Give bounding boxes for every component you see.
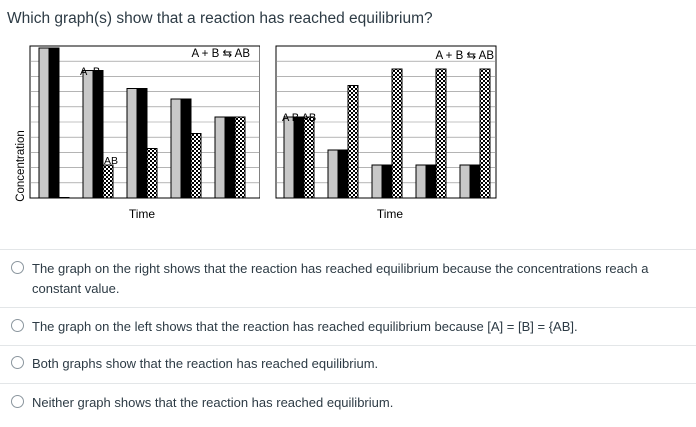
bar-b-t4 <box>425 164 437 199</box>
bar-ab-t3 <box>391 68 403 199</box>
bar-ab-t2 <box>102 164 114 199</box>
bar-b-t1 <box>48 47 60 199</box>
bar-b-t3 <box>381 164 393 199</box>
bar-a-t2 <box>327 149 339 199</box>
bar-b-t5 <box>469 164 481 199</box>
left-graph: Concentration A + B ⇆ AB A B AB Time <box>10 44 260 224</box>
answer-option-4[interactable]: Neither graph shows that the reaction ha… <box>0 383 696 425</box>
question-text: Which graph(s) show that a reaction has … <box>7 10 433 27</box>
bar-a-t4 <box>415 164 427 199</box>
right-graph-svg: A + B ⇆ AB A B AB Time <box>275 45 497 221</box>
bar-ab-t4 <box>190 133 202 199</box>
bar-b-t2 <box>337 149 349 199</box>
option-text: Neither graph shows that the reaction ha… <box>32 395 394 410</box>
left-equation: A + B ⇆ AB <box>191 48 250 60</box>
radio-button[interactable] <box>11 261 24 274</box>
bar-b-t3 <box>136 88 148 199</box>
option-text: The graph on the right shows that the re… <box>32 261 649 296</box>
right-x-axis-label: Time <box>377 207 404 221</box>
option-text: Both graphs show that the reaction has r… <box>32 356 379 371</box>
left-label-ab: A B <box>80 66 100 78</box>
bar-a-t5 <box>214 116 226 199</box>
answer-option-3[interactable]: Both graphs show that the reaction has r… <box>0 345 696 383</box>
bar-a-t5 <box>459 164 471 199</box>
right-label-ab: A B AB <box>282 112 316 124</box>
answer-options: The graph on the right shows that the re… <box>0 249 696 425</box>
bar-ab-t5 <box>234 116 246 199</box>
answer-option-2[interactable]: The graph on the left shows that the rea… <box>0 307 696 345</box>
bar-ab-t1 <box>303 116 315 199</box>
bar-b-t5 <box>224 116 236 199</box>
bar-a-t2 <box>82 70 94 199</box>
bar-ab-t3 <box>146 148 158 199</box>
bar-ab-t5 <box>479 68 491 199</box>
bar-b-t4 <box>180 98 192 199</box>
left-label-product: AB <box>104 155 118 167</box>
bar-ab-t2 <box>347 85 359 199</box>
answer-option-1[interactable]: The graph on the right shows that the re… <box>0 249 696 307</box>
left-graph-svg: Concentration A + B ⇆ AB A B AB Time <box>15 45 260 221</box>
radio-button[interactable] <box>11 319 24 332</box>
bar-a-t3 <box>371 164 383 199</box>
bar-ab-t1 <box>58 197 70 199</box>
bar-a-t3 <box>126 88 138 199</box>
right-equation: A + B ⇆ AB <box>435 50 494 62</box>
option-text: The graph on the left shows that the rea… <box>32 319 578 334</box>
radio-button[interactable] <box>11 395 24 408</box>
left-x-axis-label: Time <box>129 207 156 221</box>
bar-a-t1 <box>38 47 50 199</box>
bar-b-t1 <box>293 116 305 199</box>
bar-a-t1 <box>283 116 295 199</box>
y-axis-label: Concentration <box>15 130 27 202</box>
bar-b-t2 <box>92 70 104 199</box>
radio-button[interactable] <box>11 356 24 369</box>
right-graph: A + B ⇆ AB A B AB Time <box>275 44 500 224</box>
bar-ab-t4 <box>435 68 447 199</box>
bar-a-t4 <box>170 98 182 199</box>
